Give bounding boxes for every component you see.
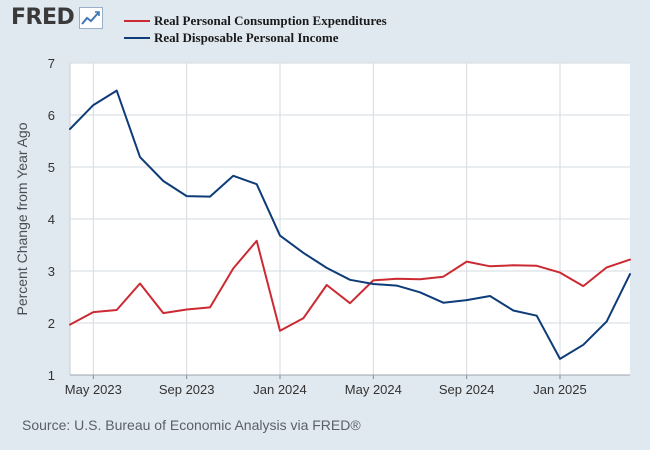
line-chart: 1 2 3 4 5 6 7 May 2023 Sep 2023 Jan 2024 May 2024 S…: [14, 56, 631, 397]
y-tick-label: 1: [48, 368, 55, 383]
x-tick-label: May 2024: [345, 382, 402, 397]
legend-label-income: Real Disposable Personal Income: [154, 29, 339, 45]
y-tick-label: 5: [48, 160, 55, 175]
source-note: Source: U.S. Bureau of Economic Analysis…: [22, 417, 361, 433]
y-tick-label: 3: [48, 264, 55, 279]
fred-logo: FRED: [11, 5, 104, 30]
y-tick-label: 7: [48, 56, 55, 71]
legend-item-income: Real Disposable Personal Income: [124, 29, 387, 46]
x-tick-label: Sep 2023: [159, 382, 215, 397]
line-chart-icon: [79, 7, 104, 29]
y-tick-label: 2: [48, 316, 55, 331]
legend-label-pce: Real Personal Consumption Expenditures: [154, 12, 387, 28]
series-line-income: [69, 89, 631, 360]
y-tick-label: 4: [48, 212, 55, 227]
y-tick-label: 6: [48, 108, 55, 123]
chart-legend: Real Personal Consumption Expenditures R…: [124, 12, 387, 46]
legend-swatch-pce: [124, 19, 150, 22]
x-tick-label: Jan 2025: [533, 382, 587, 397]
legend-item-pce: Real Personal Consumption Expenditures: [124, 12, 387, 29]
fred-logo-text: FRED: [11, 5, 75, 30]
x-tick-label: May 2023: [65, 382, 122, 397]
x-tick-label: Jan 2024: [253, 382, 307, 397]
series-line-pce: [69, 239, 631, 332]
y-axis-title: Percent Change from Year Ago: [14, 122, 30, 315]
x-tick-label: Sep 2024: [439, 382, 495, 397]
legend-swatch-income: [124, 36, 150, 39]
